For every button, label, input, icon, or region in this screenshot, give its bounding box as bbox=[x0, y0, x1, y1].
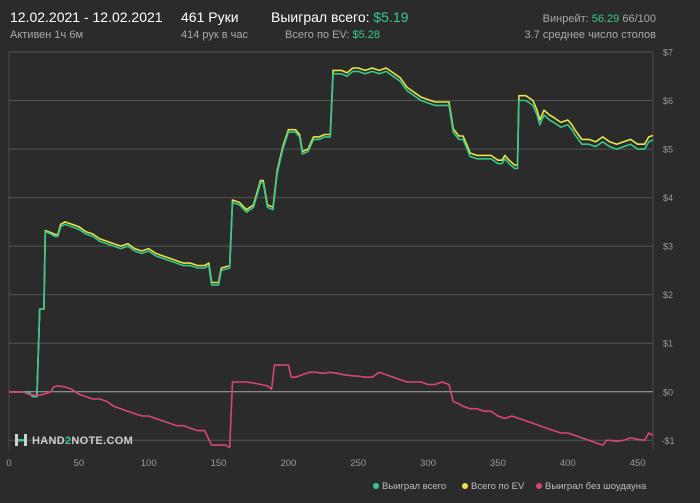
ev-total-label: Всего по EV: bbox=[285, 29, 350, 41]
won-total-label: Выиграл всего: bbox=[271, 9, 370, 25]
x-tick-label: 0 bbox=[6, 458, 11, 469]
y-tick-label: $0 bbox=[663, 387, 673, 397]
legend-item-won-total[interactable]: Выиграл всего bbox=[373, 481, 446, 492]
hands-per-hour: 414 рук в час bbox=[181, 29, 249, 41]
series-line-2 bbox=[9, 364, 654, 449]
legend-label-no-showdown: Выиграл без шоудауна bbox=[545, 481, 647, 492]
ev-total: Всего по EV: $5.28 bbox=[285, 29, 380, 41]
x-tick-label: 200 bbox=[280, 458, 296, 469]
winrate: Винрейт: 56.29 66/100 bbox=[543, 13, 656, 25]
legend-item-ev[interactable]: Всего по EV bbox=[462, 481, 524, 492]
active-time: Активен 1ч 6м bbox=[10, 29, 84, 41]
legend-item-no-showdown[interactable]: Выиграл без шоудауна bbox=[536, 481, 646, 492]
hand2note-logo: HAND2NOTE.COM bbox=[14, 433, 133, 447]
y-tick-label: $7 bbox=[663, 48, 673, 58]
logo-text-hand: HAND bbox=[32, 435, 65, 447]
ev-total-value: $5.28 bbox=[352, 29, 380, 41]
x-tick-label: 350 bbox=[490, 458, 506, 469]
y-tick-label: $2 bbox=[663, 290, 673, 300]
x-tick-label: 150 bbox=[211, 458, 227, 469]
legend-label-won-total: Выиграл всего bbox=[382, 481, 447, 492]
won-total: Выиграл всего: $5.19 bbox=[271, 9, 408, 25]
legend-dot-won-total bbox=[373, 483, 379, 489]
axis-labels: -$1 $0 $1 $2 $3 $4 $5 $6 $7 0 50 100 150 200 250 300 350… bbox=[6, 48, 674, 470]
x-tick-label: 450 bbox=[630, 458, 646, 469]
logo-text-two: 2 bbox=[64, 435, 72, 447]
won-total-value: $5.19 bbox=[373, 9, 409, 25]
legend-dot-no-showdown bbox=[536, 483, 542, 489]
x-tick-label: 300 bbox=[420, 458, 436, 469]
y-tick-label: -$1 bbox=[661, 436, 674, 446]
series-lines bbox=[9, 67, 654, 449]
hand2note-logo-icon bbox=[15, 434, 27, 446]
legend-label-ev: Всего по EV bbox=[471, 481, 525, 492]
legend-dot-ev bbox=[462, 483, 468, 489]
x-tick-label: 250 bbox=[350, 458, 366, 469]
x-tick-label: 50 bbox=[74, 458, 85, 469]
tables-average: 3.7 среднее число столов bbox=[524, 29, 656, 41]
winrate-label: Винрейт: bbox=[542, 13, 589, 25]
hands-count: 461 Руки bbox=[181, 9, 239, 25]
y-tick-label: $4 bbox=[663, 193, 673, 203]
y-tick-label: $3 bbox=[663, 242, 673, 252]
x-tick-label: 100 bbox=[141, 458, 157, 469]
x-tick-label: 400 bbox=[560, 458, 576, 469]
winrate-sample: 66/100 bbox=[622, 13, 656, 25]
series-line-0 bbox=[9, 70, 654, 398]
y-tick-label: $5 bbox=[663, 145, 673, 155]
y-tick-label: $6 bbox=[663, 96, 673, 106]
logo-text-note: NOTE.COM bbox=[71, 435, 134, 447]
y-tick-label: $1 bbox=[663, 339, 673, 349]
date-range: 12.02.2021 - 12.02.2021 bbox=[10, 9, 163, 25]
winrate-value: 56.29 bbox=[591, 13, 620, 25]
